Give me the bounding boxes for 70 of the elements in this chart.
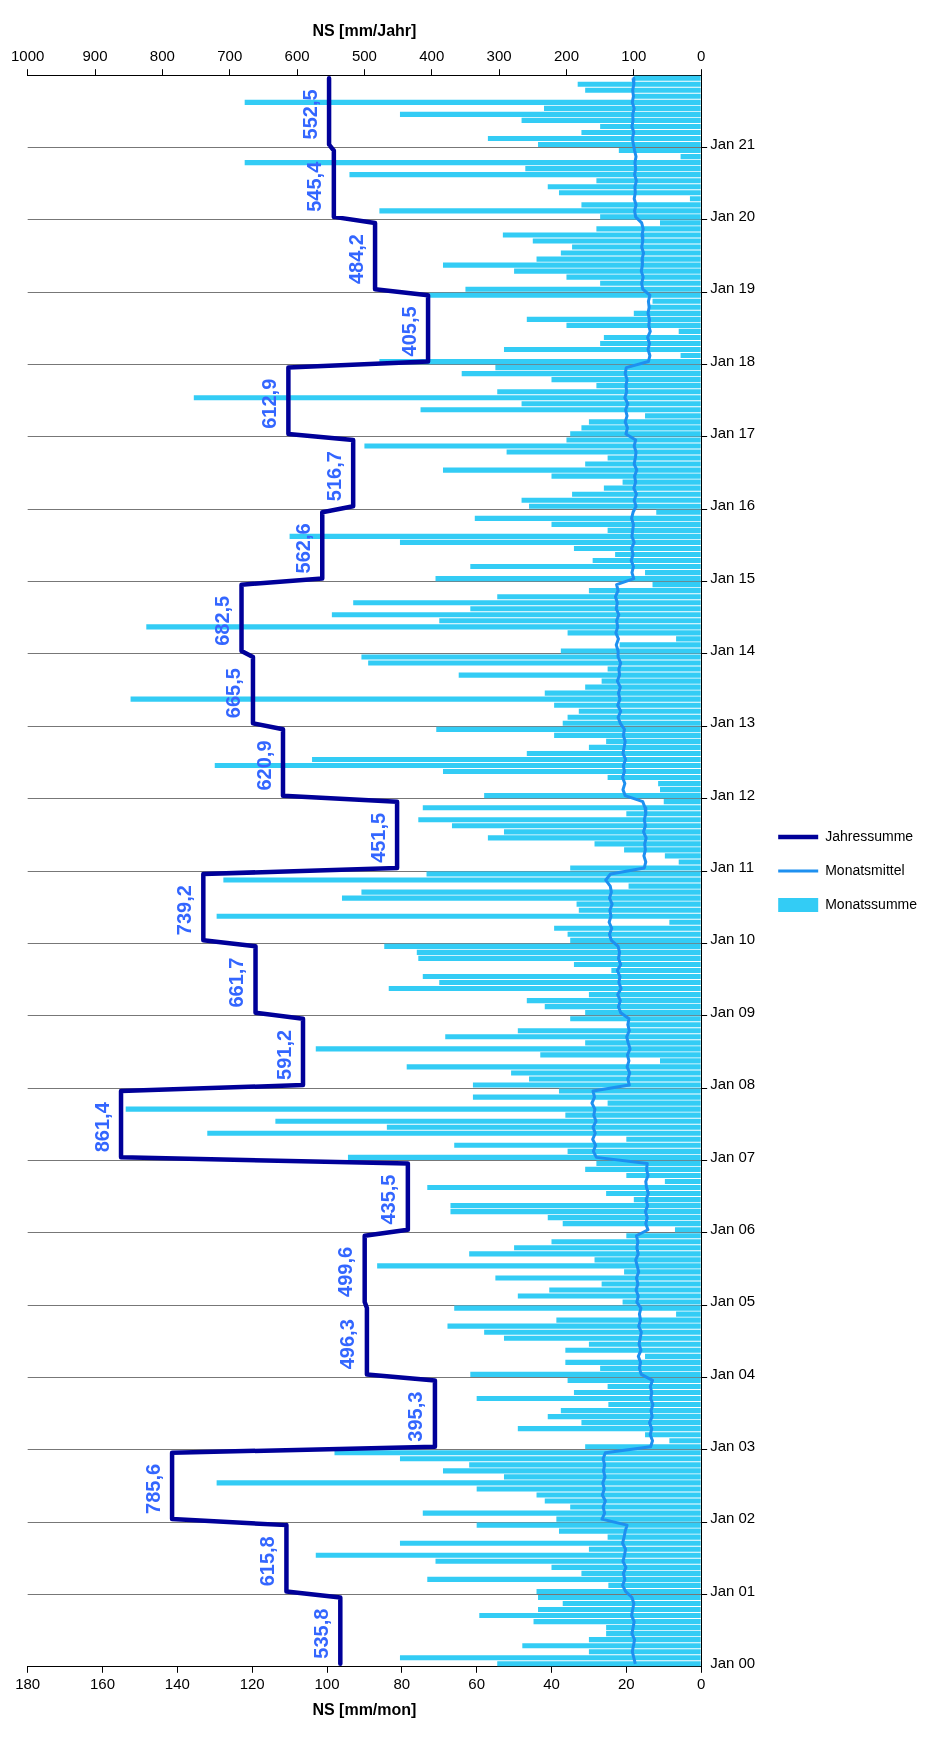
legend-label: Monatssumme (825, 895, 918, 912)
data-label: 620,9 (252, 740, 275, 791)
data-label: 861,4 (90, 1101, 113, 1153)
y-tick-label: Jan 15 (710, 568, 756, 586)
y-tick-label: Jan 10 (710, 930, 756, 948)
data-label: 682,5 (211, 595, 234, 646)
y-tick-label: Jan 12 (710, 785, 756, 803)
data-label: 785,6 (141, 1463, 164, 1514)
data-label: 516,7 (322, 451, 345, 502)
y-tick-label: Jan 21 (710, 134, 756, 152)
y-tick-label: Jan 14 (710, 641, 756, 659)
legend-label: Monatsmittel (825, 861, 905, 878)
data-label: 562,6 (291, 523, 314, 574)
x2-tick-label: 1000 (11, 47, 45, 65)
y-tick-label: Jan 02 (710, 1509, 756, 1527)
y-tick-label: Jan 08 (710, 1075, 756, 1093)
y-tick-label: Jan 03 (710, 1436, 756, 1454)
data-label: 612,9 (257, 378, 280, 429)
y-tick-label: Jan 18 (710, 351, 756, 369)
x2-axis-title: NS [mm/Jahr] (312, 22, 417, 40)
data-label: 451,5 (366, 812, 389, 863)
data-label: 496,3 (336, 1319, 359, 1370)
y-tick-label: Jan 17 (710, 424, 756, 442)
data-label: 499,6 (334, 1246, 357, 1297)
x-tick-label: 140 (164, 1674, 190, 1692)
y-tick-label: Jan 05 (710, 1292, 756, 1310)
x2-tick-label: 900 (82, 47, 108, 65)
x2-tick-label: 100 (621, 47, 647, 65)
legend-label: Jahressumme (825, 827, 914, 844)
x2-tick-label: 300 (486, 47, 512, 65)
data-label: 395,3 (404, 1391, 427, 1442)
x-tick-label: 160 (90, 1674, 116, 1692)
x2-tick-label: 500 (351, 47, 377, 65)
y-tick-label: Jan 06 (710, 1219, 756, 1237)
data-label: 435,5 (377, 1174, 400, 1225)
x2-tick-label: 700 (217, 47, 243, 65)
data-label: 545,4 (303, 160, 326, 212)
x-tick-label: 180 (15, 1674, 41, 1692)
y-tick-label: Jan 11 (710, 858, 755, 876)
data-label: 739,2 (172, 885, 195, 936)
x2-tick-label: 400 (419, 47, 445, 65)
y-tick-label: Jan 20 (710, 207, 756, 225)
x-tick-label: 0 (696, 1674, 706, 1692)
x2-tick-label: 200 (553, 47, 579, 65)
y-tick-label: Jan 09 (710, 1002, 756, 1020)
data-label: 552,5 (298, 89, 321, 140)
x2-tick-label: 800 (149, 47, 175, 65)
x-axis-title: NS [mm/mon] (312, 1700, 417, 1718)
data-label: 665,5 (222, 668, 245, 719)
y-tick-label: Jan 19 (710, 279, 756, 297)
y-tick-label: Jan 04 (710, 1364, 756, 1382)
x-tick-label: 40 (543, 1674, 560, 1692)
data-label: 615,8 (255, 1536, 278, 1587)
data-label: 484,2 (344, 234, 367, 285)
y-tick-label: Jan 00 (710, 1653, 756, 1671)
x-tick-label: 100 (314, 1674, 340, 1692)
y-tick-label: Jan 16 (710, 496, 756, 514)
y-tick-label: Jan 13 (710, 713, 756, 731)
y-tick-label: Jan 01 (710, 1581, 756, 1599)
data-label: 535,8 (309, 1608, 332, 1659)
data-label: 405,5 (397, 306, 420, 357)
x-tick-label: 120 (239, 1674, 265, 1692)
x-tick-label: 60 (468, 1674, 486, 1692)
data-label: 661,7 (225, 957, 248, 1008)
data-label: 591,2 (272, 1029, 295, 1080)
x-tick-label: 20 (617, 1674, 635, 1692)
x2-tick-label: 600 (284, 47, 310, 65)
x2-tick-label: 0 (696, 47, 706, 65)
y-tick-label: Jan 07 (710, 1147, 756, 1165)
x-tick-label: 80 (393, 1674, 411, 1692)
